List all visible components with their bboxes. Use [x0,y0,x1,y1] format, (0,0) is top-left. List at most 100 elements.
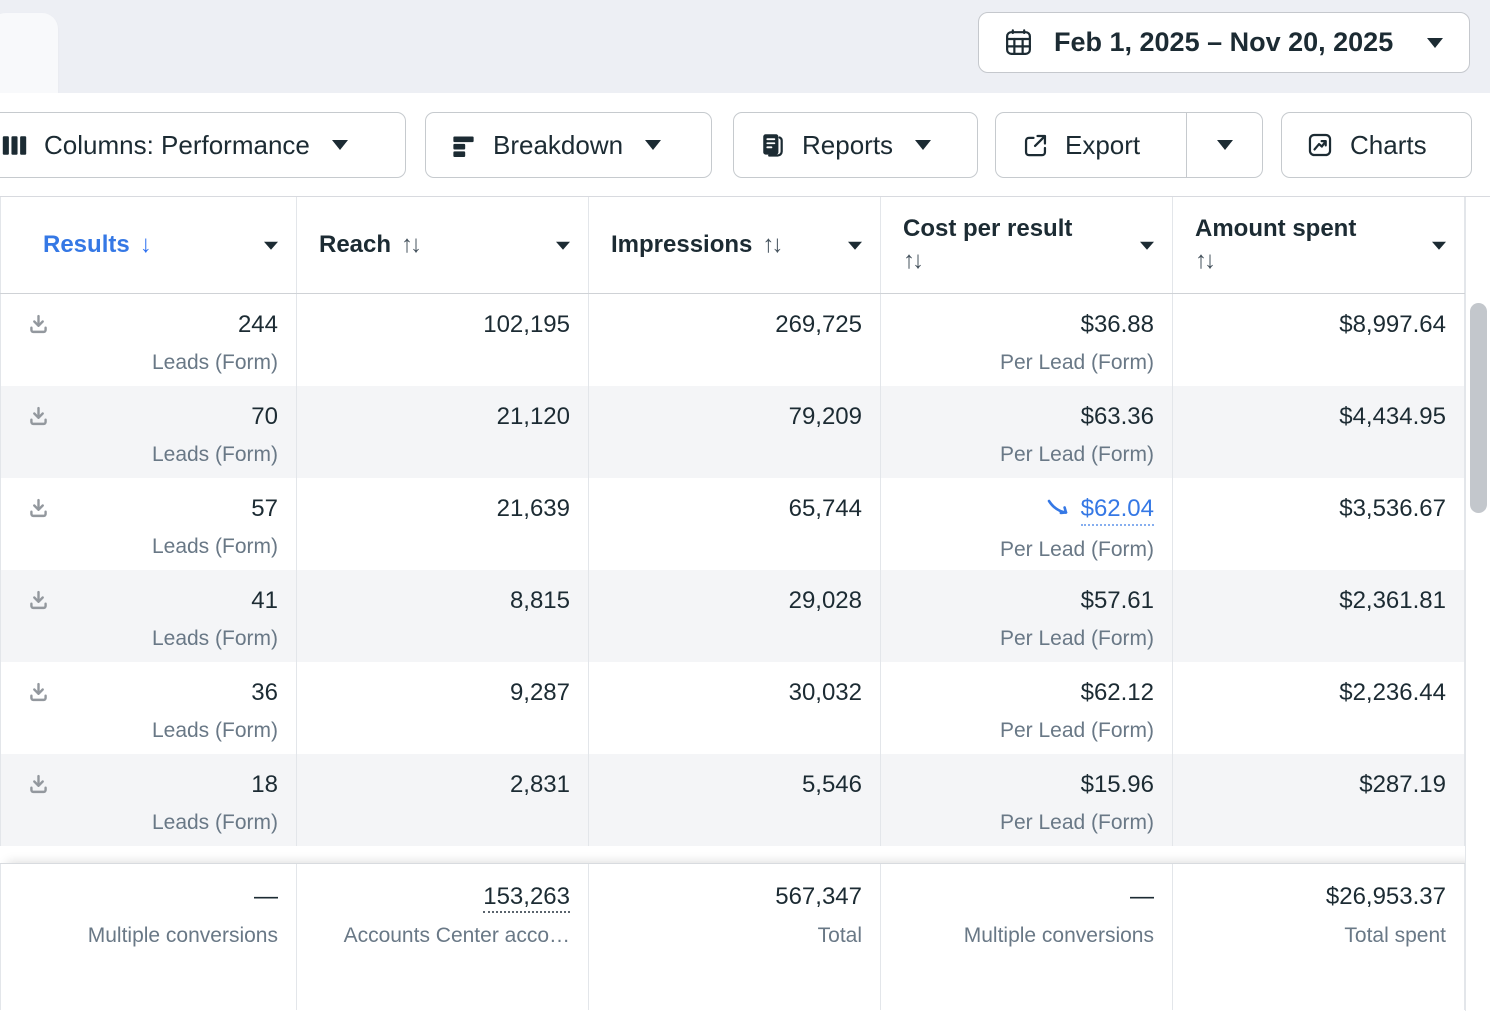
top-bar: Feb 1, 2025 – Nov 20, 2025 [0,0,1490,93]
impressions-cell: 269,725 [589,294,881,386]
table-row[interactable]: 57 Leads (Form) 21,639 65,744 $62.04 Per… [0,478,1490,570]
chevron-down-icon [332,140,348,150]
cost-value: $62.04 [1081,495,1154,526]
column-header-reach[interactable]: Reach↑↓ [297,197,589,293]
chevron-down-icon[interactable] [556,242,570,250]
table-header: Results↓ Reach↑↓ Impressions↑↓ Cost per … [0,197,1490,294]
impressions-cell: 65,744 [589,478,881,570]
vertical-scrollbar[interactable] [1465,197,1490,1011]
columns-icon [1,132,28,159]
header-label: Impressions [611,231,752,258]
reach-value: 9,287 [315,674,570,712]
impressions-value: 29,028 [607,582,862,620]
report-icon [758,131,786,159]
chevron-down-icon[interactable] [264,242,278,250]
sort-toggle-icon: ↑↓ [762,231,780,258]
cost-value: $62.12 [1081,679,1154,706]
table-row[interactable]: 70 Leads (Form) 21,120 79,209 $63.36 Per… [0,386,1490,478]
header-label: Amount spent [1195,215,1356,242]
impressions-cell: 5,546 [589,754,881,846]
totals-reach-cell: 153,263 Accounts Center acco… [297,864,589,1010]
column-header-impressions[interactable]: Impressions ↑↓ [589,197,881,293]
impressions-cell: 30,032 [589,662,881,754]
data-table: Results↓ Reach↑↓ Impressions↑↓ Cost per … [0,196,1490,1010]
breakdown-button-label: Breakdown [493,130,623,161]
reports-button-label: Reports [802,130,893,161]
charts-button[interactable]: Charts [1281,112,1472,178]
export-options-button[interactable] [1186,113,1262,177]
amount-spent-value: $2,236.44 [1191,674,1446,712]
chevron-down-icon[interactable] [1140,242,1154,250]
reports-button[interactable]: Reports [733,112,978,178]
sort-toggle-icon: ↑↓ [903,246,1072,276]
impressions-value: 30,032 [607,674,862,712]
impressions-value: 5,546 [607,766,862,804]
chevron-down-icon[interactable] [1432,242,1446,250]
cost-sublabel: Per Lead (Form) [899,804,1154,841]
chevron-down-icon [915,140,931,150]
results-sublabel: Leads (Form) [19,436,278,473]
cost-per-result-cell: $62.04 Per Lead (Form) [881,478,1173,570]
amount-spent-value: $4,434.95 [1191,398,1446,436]
totals-impressions-value: 567,347 [607,877,862,917]
chevron-down-icon [1217,140,1233,150]
cost-sublabel: Per Lead (Form) [899,531,1154,568]
breakdown-button[interactable]: Breakdown [425,112,712,178]
scrollbar-thumb[interactable] [1470,303,1487,513]
table-totals-row: — Multiple conversions 153,263 Accounts … [0,863,1490,1010]
column-header-results[interactable]: Results ↓ [0,197,297,293]
export-icon [1022,132,1049,159]
header-label: Reach [319,231,391,258]
export-split-button: Export [995,112,1263,178]
table-row[interactable]: 41 Leads (Form) 8,815 29,028 $57.61 Per … [0,570,1490,662]
cost-sublabel: Per Lead (Form) [899,712,1154,749]
totals-impressions-sublabel: Total [607,917,862,954]
chart-icon [1306,131,1334,159]
impressions-cell: 29,028 [589,570,881,662]
cost-value: $57.61 [1081,587,1154,614]
reach-cell: 102,195 [297,294,589,386]
results-value: 57 [19,490,278,528]
results-sublabel: Leads (Form) [19,620,278,657]
ads-manager-table-screen: Feb 1, 2025 – Nov 20, 2025 Columns: Perf… [0,0,1490,1010]
impressions-value: 269,725 [607,306,862,344]
reach-value: 8,815 [315,582,570,620]
charts-button-label: Charts [1350,130,1427,161]
totals-results-cell: — Multiple conversions [0,864,297,1010]
table-row[interactable]: 36 Leads (Form) 9,287 30,032 $62.12 Per … [0,662,1490,754]
column-header-amount-spent[interactable]: Amount spent↑↓ [1173,197,1465,293]
download-icon[interactable] [27,497,50,525]
results-cell: 70 Leads (Form) [0,386,297,478]
totals-results-sublabel: Multiple conversions [19,917,278,954]
results-cell: 41 Leads (Form) [0,570,297,662]
date-range-picker[interactable]: Feb 1, 2025 – Nov 20, 2025 [978,12,1470,73]
amount-spent-value: $287.19 [1191,766,1446,804]
amount-spent-cell: $2,361.81 [1173,570,1465,662]
amount-spent-cell: $2,236.44 [1173,662,1465,754]
cost-sublabel: Per Lead (Form) [899,620,1154,657]
results-cell: 18 Leads (Form) [0,754,297,846]
totals-cost-cell: — Multiple conversions [881,864,1173,1010]
download-icon[interactable] [27,773,50,801]
table-row[interactable]: 244 Leads (Form) 102,195 269,725 $36.88 … [0,294,1490,386]
toolbar: Columns: Performance Breakdown [0,93,1490,196]
reach-cell: 9,287 [297,662,589,754]
export-button[interactable]: Export [996,113,1186,177]
reach-value: 21,120 [315,398,570,436]
cost-value: $15.96 [1081,771,1154,798]
totals-impressions-cell: 567,347 Total [589,864,881,1010]
download-icon[interactable] [27,589,50,617]
cost-sublabel: Per Lead (Form) [899,344,1154,381]
sort-descending-icon: ↓ [140,231,149,258]
header-label: Results [43,231,130,258]
columns-button[interactable]: Columns: Performance [0,112,406,178]
chevron-down-icon [645,140,661,150]
download-icon[interactable] [27,313,50,341]
download-icon[interactable] [27,405,50,433]
chevron-down-icon[interactable] [848,242,862,250]
table-row[interactable]: 18 Leads (Form) 2,831 5,546 $15.96 Per L… [0,754,1490,846]
download-icon[interactable] [27,681,50,709]
amount-spent-value: $3,536.67 [1191,490,1446,528]
reach-total-link[interactable]: 153,263 [483,883,570,913]
column-header-cost-per-result[interactable]: Cost per result↑↓ [881,197,1173,293]
